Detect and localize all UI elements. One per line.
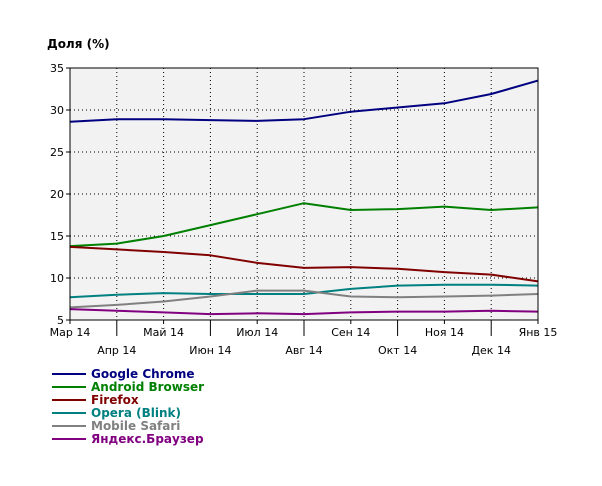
y-tick-label-0: 5 bbox=[57, 314, 64, 327]
plot-area bbox=[70, 68, 538, 320]
y-tick-label-5: 30 bbox=[50, 104, 64, 117]
x-tick-label-5: Авг 14 bbox=[285, 344, 322, 357]
x-tick-label-10: Янв 15 bbox=[519, 326, 558, 339]
series-line-2 bbox=[69, 245, 539, 283]
y-tick-label-4: 25 bbox=[50, 146, 64, 159]
legend-label-5: Яндекс.Браузер bbox=[91, 432, 204, 446]
y-axis-label: Доля (%) bbox=[47, 37, 110, 51]
x-tick-label-3: Июн 14 bbox=[189, 344, 231, 357]
y-tick-label-1: 10 bbox=[50, 272, 64, 285]
x-tick-label-1: Апр 14 bbox=[97, 344, 136, 357]
x-tick-label-8: Ноя 14 bbox=[425, 326, 464, 339]
x-tick-label-4: Июл 14 bbox=[236, 326, 278, 339]
plot-border bbox=[69, 67, 539, 321]
legend-label-0: Google Chrome bbox=[91, 367, 195, 381]
legend-label-4: Mobile Safari bbox=[91, 419, 180, 433]
x-tick-label-7: Окт 14 bbox=[378, 344, 417, 357]
legend-label-2: Firefox bbox=[91, 393, 139, 407]
series-line-4 bbox=[69, 289, 539, 309]
series-line-3 bbox=[69, 283, 539, 299]
x-tick-label-9: Дек 14 bbox=[471, 344, 511, 357]
x-tick-label-0: Мар 14 bbox=[50, 326, 91, 339]
y-tick-label-6: 35 bbox=[50, 62, 64, 75]
x-tick-label-6: Сен 14 bbox=[331, 326, 370, 339]
y-tick-label-3: 20 bbox=[50, 188, 64, 201]
series-line-0 bbox=[69, 79, 539, 123]
series-lines bbox=[69, 79, 539, 316]
y-tick-label-2: 15 bbox=[50, 230, 64, 243]
x-tick-label-2: Май 14 bbox=[143, 326, 184, 339]
legend-label-1: Android Browser bbox=[91, 380, 204, 394]
legend-label-3: Opera (Blink) bbox=[91, 406, 181, 420]
series-line-1 bbox=[69, 202, 539, 248]
x-ticks: Мар 14 Апр 14 Май 14 Июн 14 Июл 14 Авг 14 Сен … bbox=[50, 320, 558, 357]
y-ticks: 5 10 15 20 25 30 35 bbox=[50, 62, 70, 327]
series-line-5 bbox=[69, 308, 539, 316]
